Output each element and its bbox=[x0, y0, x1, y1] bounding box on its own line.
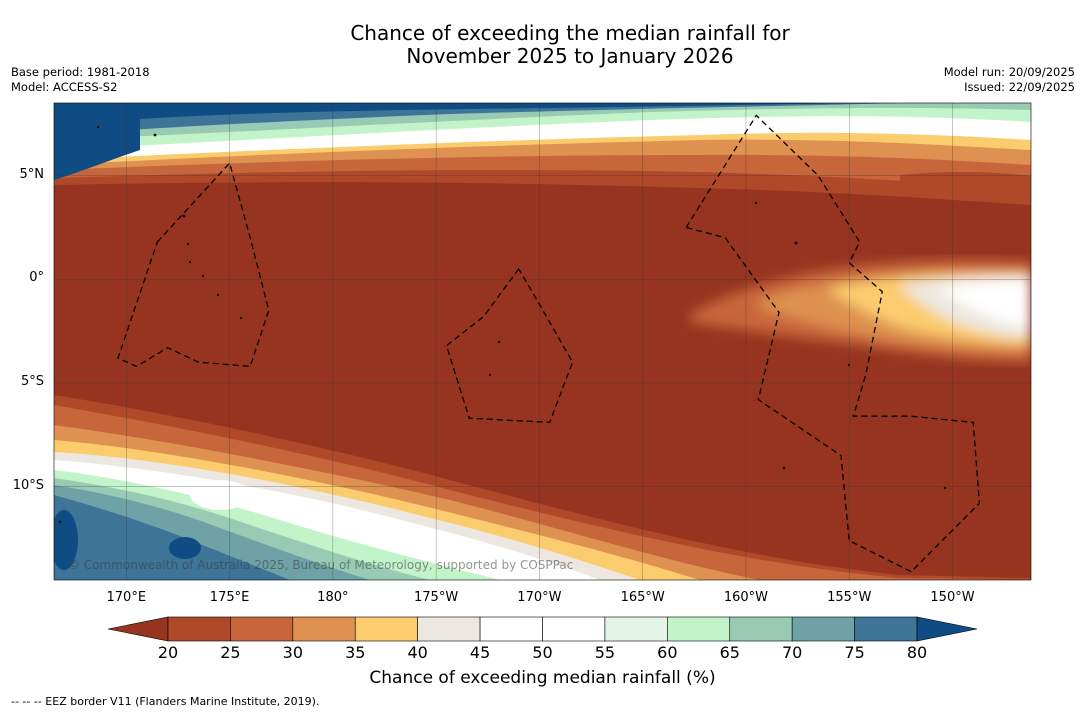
island bbox=[782, 466, 786, 470]
colorbar-bin bbox=[417, 616, 481, 642]
colorbar-tick: 45 bbox=[469, 643, 491, 662]
colorbar-tick: 40 bbox=[407, 643, 428, 662]
south-navy-west bbox=[54, 510, 78, 570]
north-patch-1 bbox=[900, 172, 1031, 197]
lon-label-155w: 155°W bbox=[827, 590, 872, 605]
colorbar-tick: 50 bbox=[532, 643, 553, 662]
south-navy-patch bbox=[169, 537, 201, 559]
colorbar-bin bbox=[167, 616, 231, 642]
island bbox=[188, 260, 192, 264]
island bbox=[186, 242, 190, 246]
copyright-notice: © Commonwealth of Australia 2025, Bureau… bbox=[68, 558, 574, 572]
lon-label-180: 180° bbox=[317, 590, 349, 605]
lon-label-150w: 150°W bbox=[930, 590, 975, 605]
north-shading bbox=[900, 172, 1031, 197]
map-field bbox=[54, 103, 1031, 580]
colorbar-extend-low bbox=[107, 616, 169, 642]
island bbox=[239, 316, 243, 320]
colorbar-bin bbox=[791, 616, 855, 642]
colorbar-tick: 80 bbox=[906, 643, 928, 662]
colorbar-bin bbox=[854, 616, 918, 642]
eez-border bbox=[685, 114, 981, 573]
island bbox=[216, 293, 220, 297]
title-line-2: November 2025 to January 2026 bbox=[406, 44, 734, 68]
eez-border bbox=[117, 161, 270, 368]
meta-left: Base period: 1981-2018 Model: ACCESS-S2 bbox=[11, 65, 150, 95]
island bbox=[201, 274, 205, 278]
colorbar-bin bbox=[292, 616, 356, 642]
colorbar bbox=[107, 616, 978, 642]
colorbar-extend-high bbox=[916, 616, 978, 642]
tongue-white bbox=[940, 280, 1031, 328]
south-white-patch bbox=[190, 480, 250, 510]
colorbar-title: Chance of exceeding median rainfall (%) bbox=[369, 668, 716, 688]
lat-label-5n: 5°N bbox=[19, 166, 45, 182]
colorbar-bin bbox=[354, 616, 418, 642]
colorbar-bin bbox=[604, 616, 668, 642]
north-band-navy bbox=[54, 103, 850, 128]
model-run: Model run: 20/09/2025 bbox=[943, 65, 1075, 79]
colorbar-bin bbox=[479, 616, 543, 642]
base-period: Base period: 1981-2018 bbox=[11, 65, 150, 79]
lat-label-5s: 5°S bbox=[20, 373, 44, 389]
colorbar-tick: 75 bbox=[844, 643, 865, 662]
northern-wet-zone bbox=[54, 103, 1031, 205]
colorbar-bin bbox=[729, 616, 793, 642]
southern-wet-zone bbox=[54, 395, 1031, 580]
colorbar-bin bbox=[230, 616, 294, 642]
colorbar-tick: 20 bbox=[157, 643, 179, 662]
eastern-dry-tongue bbox=[690, 259, 1031, 362]
lat-label-10s: 10°S bbox=[12, 477, 44, 493]
colorbar-tick: 55 bbox=[594, 643, 616, 662]
eez-borders bbox=[117, 114, 981, 573]
colorbar-tick: 70 bbox=[781, 643, 803, 662]
island bbox=[182, 214, 186, 218]
colorbar-tick: 35 bbox=[345, 643, 366, 662]
colorbar-tick: 25 bbox=[220, 643, 241, 662]
graticule bbox=[54, 103, 1031, 580]
island bbox=[847, 363, 851, 367]
island bbox=[96, 125, 100, 129]
colorbar-tick: 60 bbox=[657, 643, 678, 662]
lon-label-170w: 170°W bbox=[517, 590, 562, 605]
lon-label-165w: 165°W bbox=[620, 590, 665, 605]
island bbox=[153, 133, 157, 137]
colorbar-tick: 30 bbox=[282, 643, 303, 662]
island bbox=[943, 486, 947, 490]
north-band-navy-west bbox=[54, 103, 140, 180]
eez-border bbox=[445, 267, 574, 424]
island bbox=[488, 373, 492, 377]
lon-label-170e: 170°E bbox=[106, 590, 147, 605]
island bbox=[58, 520, 62, 524]
lon-label-175w: 175°W bbox=[414, 590, 459, 605]
title-line-1: Chance of exceeding the median rainfall … bbox=[350, 21, 790, 45]
island bbox=[497, 340, 501, 344]
model-name: Model: ACCESS-S2 bbox=[11, 80, 118, 94]
island bbox=[754, 201, 758, 205]
island-specks bbox=[58, 125, 947, 524]
map-frame bbox=[53, 102, 1032, 581]
eez-footnote: -- -- -- EEZ border V11 (Flanders Marine… bbox=[11, 695, 320, 708]
colorbar-bin bbox=[542, 616, 606, 642]
island bbox=[794, 241, 798, 245]
lat-label-0: 0° bbox=[29, 270, 44, 286]
colorbar-bin bbox=[667, 616, 731, 642]
colorbar-tick: 65 bbox=[719, 643, 740, 662]
lon-label-160w: 160°W bbox=[723, 590, 769, 605]
lon-label-175e: 175°E bbox=[209, 590, 250, 605]
south-band-slate bbox=[54, 495, 290, 580]
issued-date: Issued: 22/09/2025 bbox=[964, 80, 1075, 94]
chart-title: Chance of exceeding the median rainfall … bbox=[0, 22, 1085, 68]
meta-right: Model run: 20/09/2025 Issued: 22/09/2025 bbox=[944, 65, 1075, 95]
